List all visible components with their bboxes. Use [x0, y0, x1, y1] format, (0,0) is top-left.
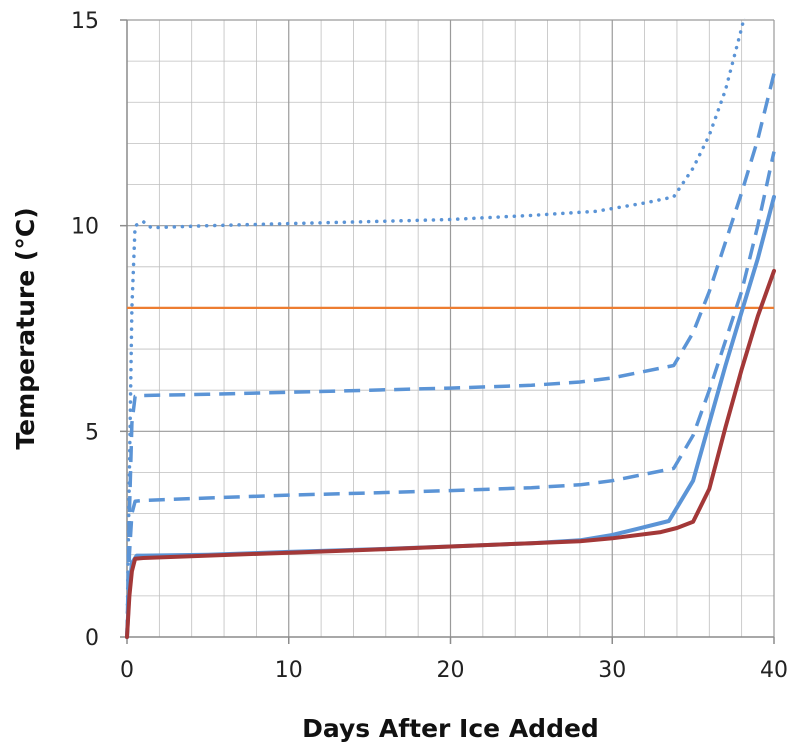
x-tick-label: 30	[598, 658, 626, 683]
x-axis-title: Days After Ice Added	[302, 714, 599, 743]
axes	[120, 19, 775, 644]
data-series	[125, 18, 776, 639]
x-tick-label: 20	[437, 658, 465, 683]
y-tick-label: 5	[85, 420, 99, 445]
series-line-dark-red	[125, 268, 776, 639]
series-line-dashed	[125, 151, 776, 638]
y-tick-label: 15	[71, 9, 99, 34]
grid	[127, 19, 775, 637]
x-tick-label: 0	[120, 658, 134, 683]
series-line-dashed	[125, 73, 776, 638]
y-tick-label: 0	[85, 626, 99, 651]
y-tick-label: 10	[71, 215, 99, 240]
series-line-dotted	[125, 18, 746, 639]
tick-labels: 0 10 20 30 40 0 5 10 15	[71, 9, 788, 683]
x-tick-label: 40	[760, 658, 788, 683]
y-axis-title: Temperature (°C)	[11, 207, 40, 449]
x-tick-label: 10	[275, 658, 303, 683]
